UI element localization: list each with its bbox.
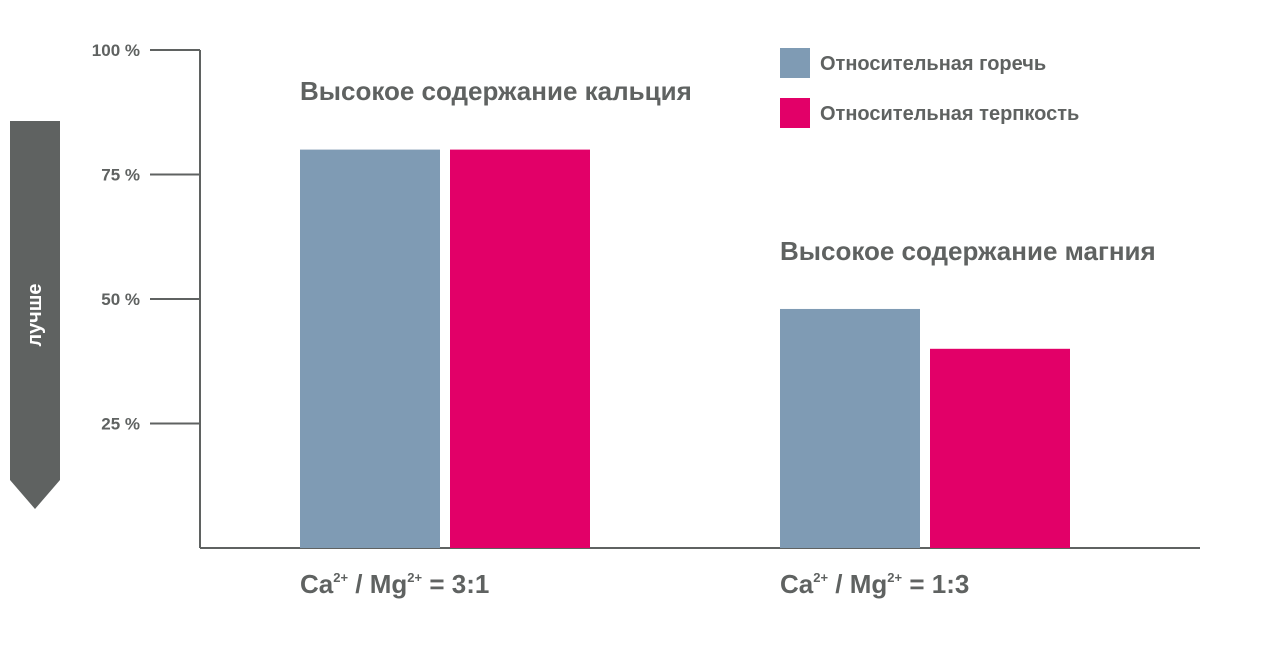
better-label: лучше [24, 284, 46, 347]
y-tick-label: 25 % [101, 415, 140, 434]
y-tick-label: 50 % [101, 290, 140, 309]
legend-swatch [780, 98, 810, 128]
group-annotation: Высокое содержание магния [780, 236, 1156, 266]
bar-astringency [930, 348, 1070, 548]
better-arrow [10, 121, 60, 509]
legend-label: Относительная горечь [820, 53, 1046, 75]
x-category-label: Ca2+ / Mg2+ = 1:3 [780, 569, 969, 599]
y-tick-label: 75 % [101, 166, 140, 185]
y-tick-label: 100 % [92, 41, 140, 60]
group-annotation: Высокое содержание кальция [300, 76, 692, 106]
bar-bitterness [780, 308, 920, 548]
legend-swatch [780, 48, 810, 78]
bar-bitterness [300, 149, 440, 548]
legend-label: Относительная терпкость [820, 103, 1079, 125]
x-category-label: Ca2+ / Mg2+ = 3:1 [300, 569, 489, 599]
bar-astringency [450, 149, 590, 548]
